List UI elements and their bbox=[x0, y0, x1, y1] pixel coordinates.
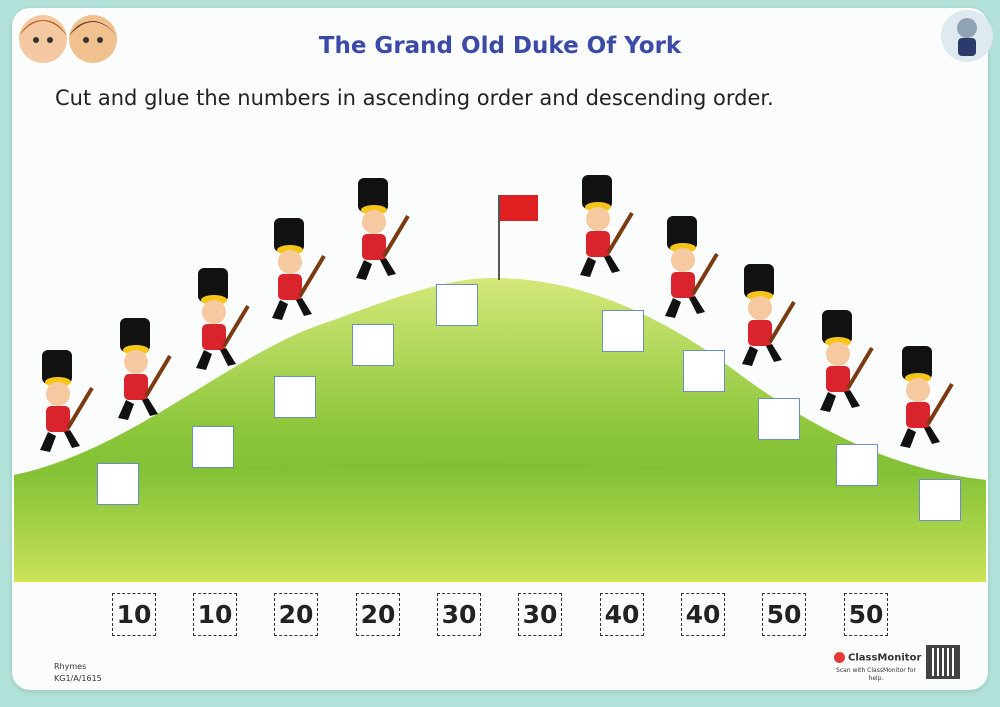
soldier-icon bbox=[898, 344, 954, 450]
number-card[interactable]: 20 bbox=[274, 593, 318, 636]
number-card[interactable]: 50 bbox=[762, 593, 806, 636]
glue-box-5[interactable] bbox=[436, 284, 478, 326]
glue-box-4[interactable] bbox=[352, 324, 394, 366]
flag-icon bbox=[500, 195, 538, 221]
number-card[interactable]: 30 bbox=[437, 593, 481, 636]
category-label: Rhymes bbox=[54, 662, 87, 671]
soldier-icon bbox=[116, 316, 172, 422]
instruction-text: Cut and glue the numbers in ascending or… bbox=[55, 86, 774, 110]
footer-info: Rhymes KG1/A/1615 bbox=[54, 661, 102, 685]
classmonitor-icon bbox=[834, 652, 845, 663]
glue-box-6[interactable] bbox=[602, 310, 644, 352]
cat-mascot-icon bbox=[941, 10, 993, 62]
glue-box-1[interactable] bbox=[97, 463, 139, 505]
soldier-icon bbox=[818, 308, 874, 414]
divider bbox=[14, 580, 986, 582]
soldier-icon bbox=[194, 266, 250, 372]
page-title: The Grand Old Duke Of York bbox=[318, 33, 682, 59]
number-card[interactable]: 40 bbox=[681, 593, 725, 636]
qr-code-icon[interactable] bbox=[926, 645, 960, 679]
number-card[interactable]: 10 bbox=[193, 593, 237, 636]
number-card[interactable]: 20 bbox=[356, 593, 400, 636]
soldier-icon bbox=[740, 262, 796, 368]
soldier-icon bbox=[578, 173, 634, 279]
glue-box-8[interactable] bbox=[758, 398, 800, 440]
soldier-icon bbox=[663, 214, 719, 320]
number-card[interactable]: 10 bbox=[112, 593, 156, 636]
hill-scene bbox=[14, 173, 986, 582]
brand-logo: ClassMonitor bbox=[834, 652, 921, 664]
glue-box-7[interactable] bbox=[683, 350, 725, 392]
number-card[interactable]: 50 bbox=[844, 593, 888, 636]
soldier-icon bbox=[38, 348, 94, 454]
soldier-icon bbox=[354, 176, 410, 282]
soldier-icon bbox=[270, 216, 326, 322]
number-card[interactable]: 40 bbox=[600, 593, 644, 636]
glue-box-9[interactable] bbox=[836, 444, 878, 486]
glue-box-2[interactable] bbox=[192, 426, 234, 468]
worksheet-code: KG1/A/1615 bbox=[54, 674, 102, 683]
scan-text: Scan with ClassMonitor for help. bbox=[836, 667, 916, 682]
glue-box-3[interactable] bbox=[274, 376, 316, 418]
glue-box-10[interactable] bbox=[919, 479, 961, 521]
brand-name: ClassMonitor bbox=[848, 652, 922, 664]
number-card[interactable]: 30 bbox=[518, 593, 562, 636]
kids-logo-icon bbox=[19, 15, 117, 63]
